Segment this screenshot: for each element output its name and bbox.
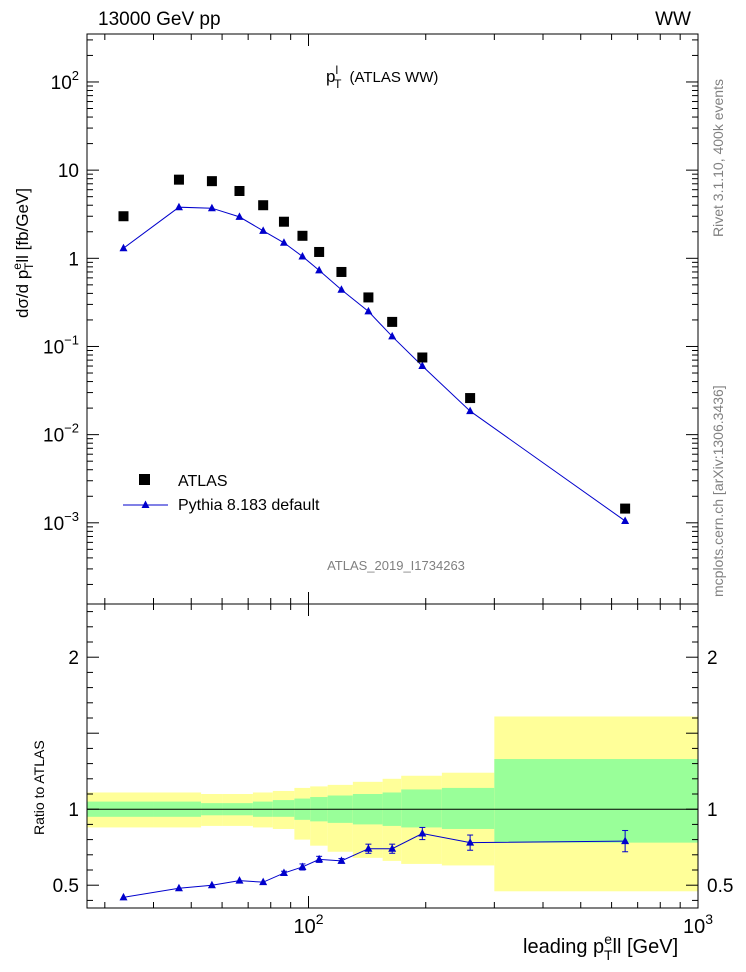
ratio-point — [388, 844, 397, 852]
ratio-band-green — [401, 789, 442, 828]
pythia-point — [364, 306, 373, 315]
ratio-point — [364, 844, 373, 852]
plot-title: pl T (ATLAS WW) — [326, 63, 438, 91]
pythia-point — [298, 251, 307, 260]
main-plot-area: 10−3 10−2 10−1 1 10 102 — [43, 33, 699, 605]
energy-label: 13000 GeV pp — [98, 9, 221, 30]
ratio-point — [174, 883, 183, 892]
ratio-point — [235, 876, 244, 884]
ratio-y-tick-label-right: 1 — [707, 800, 718, 821]
atlas-point — [387, 316, 398, 327]
ratio-y-tick-label-right: 0.5 — [707, 876, 733, 897]
ratio-band-green — [272, 800, 295, 817]
x-tick-label: 103 — [683, 911, 713, 938]
ratio-point — [315, 854, 324, 863]
ratio-point — [337, 856, 346, 864]
ratio-point — [207, 880, 216, 889]
main-y-tick-label: 1 — [68, 249, 79, 270]
pythia-point — [315, 265, 324, 274]
ratio-point — [466, 838, 475, 846]
legend-pythia-label: Pythia 8.183 default — [178, 497, 320, 514]
pythia-point — [279, 238, 288, 246]
pythia-point — [235, 212, 244, 220]
atlas-point — [278, 216, 289, 227]
ratio-line — [123, 832, 626, 898]
ratio-band-green — [494, 759, 698, 843]
ratio-point — [119, 892, 128, 901]
ratio-frame — [86, 603, 699, 909]
pythia-point — [337, 285, 346, 293]
atlas-point — [118, 211, 129, 222]
ratio-band-green — [441, 787, 495, 829]
ratio-y-axis-label: Ratio to ATLAS — [31, 740, 47, 835]
pythia-point — [388, 331, 397, 340]
main-y-tick-label: 10−1 — [43, 332, 79, 358]
legend: ATLAS Pythia 8.183 default — [123, 473, 320, 514]
ratio-y-tick-label-left: 2 — [68, 648, 79, 669]
legend-atlas-label: ATLAS — [178, 473, 228, 490]
x-axis-label: leading pe Tll [GeV] — [523, 931, 678, 963]
ratio-point — [621, 836, 630, 845]
main-y-axis-label: dσ/d peTll [fb/GeV] — [10, 188, 36, 318]
main-y-tick-label: 10−3 — [43, 509, 79, 535]
analysis-id: ATLAS_2019_I1734263 — [327, 558, 465, 573]
atlas-point — [314, 246, 325, 257]
pythia-point — [174, 202, 183, 211]
ratio-y-tick-label-left: 0.5 — [53, 876, 79, 897]
legend-pythia-marker — [141, 500, 150, 508]
atlas-point — [234, 185, 245, 196]
ratio-point — [298, 862, 307, 870]
atlas-point — [206, 176, 217, 187]
pythia-point — [259, 226, 268, 234]
atlas-point — [258, 200, 269, 211]
atlas-point — [336, 266, 347, 277]
pythia-point — [119, 243, 128, 252]
atlas-point — [173, 174, 184, 185]
main-y-tick-label: 10−2 — [43, 421, 79, 447]
source-label: mcplots.cern.ch [arXiv:1306.3436] — [710, 385, 726, 597]
process-label: WW — [655, 9, 691, 30]
atlas-point — [620, 503, 631, 514]
ratio-y-tick-label-right: 2 — [707, 648, 718, 669]
pythia-point — [621, 516, 630, 524]
ratio-point — [418, 829, 427, 837]
atlas-point — [417, 352, 428, 363]
main-y-tick-label: 10 — [58, 161, 79, 182]
ratio-y-tick-label-left: 1 — [68, 800, 79, 821]
x-tick-label: 102 — [293, 911, 323, 938]
atlas-point — [465, 393, 476, 404]
atlas-point — [363, 292, 374, 303]
ratio-point — [279, 868, 288, 877]
pythia-point — [418, 361, 427, 370]
pythia-point — [466, 406, 475, 415]
pythia-point — [207, 203, 216, 212]
ratio-point — [259, 877, 268, 886]
rivet-label: Rivet 3.1.10, 400k events — [710, 79, 726, 237]
atlas-point — [297, 230, 308, 241]
ratio-plot-area: 102 103 0.5 0.5 1 1 2 2 — [53, 603, 733, 938]
legend-atlas-marker — [139, 474, 150, 485]
pythia-line — [123, 206, 626, 522]
main-y-tick-label: 102 — [51, 68, 79, 94]
